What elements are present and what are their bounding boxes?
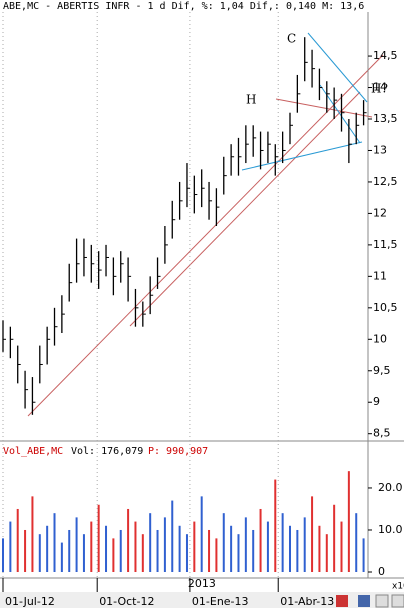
volume-bar bbox=[163, 517, 166, 572]
volume-bar bbox=[141, 534, 144, 572]
toolbar-icon[interactable] bbox=[375, 594, 389, 608]
trendlines bbox=[27, 32, 384, 417]
volume-bar bbox=[318, 525, 321, 572]
volume-bar bbox=[97, 504, 100, 572]
volume-bar bbox=[244, 517, 247, 572]
y-tick-label: 10.0 bbox=[378, 523, 403, 536]
y-tick-label: 11,5 bbox=[373, 238, 398, 251]
volume-bar bbox=[185, 534, 188, 572]
y-tick-label: 20.0 bbox=[378, 481, 403, 494]
volume-p: P: 990,907 bbox=[148, 446, 208, 457]
y-tick-label: 11 bbox=[373, 269, 387, 282]
toolbar-icon[interactable] bbox=[358, 595, 370, 607]
x-tick-label: 01-Oct-12 bbox=[99, 595, 154, 608]
y-tick-label: 10,5 bbox=[373, 301, 398, 314]
toolbar-icon[interactable] bbox=[336, 595, 348, 607]
volume-bar bbox=[90, 521, 93, 572]
volume-bar bbox=[60, 542, 63, 572]
volume-bar bbox=[9, 521, 12, 572]
annotation: H bbox=[246, 93, 256, 107]
volume-bar bbox=[31, 496, 34, 572]
volume-bar bbox=[340, 521, 343, 572]
volume-bar bbox=[112, 538, 115, 572]
toolbar-icon[interactable] bbox=[391, 594, 404, 608]
volume-bar bbox=[208, 529, 211, 572]
volume-bar bbox=[127, 508, 130, 572]
volume-title: Vol_ABE,MC bbox=[3, 446, 63, 457]
volume-unit: x10 bbox=[392, 582, 404, 592]
volume-bar bbox=[362, 538, 365, 572]
y-tick-label: 12 bbox=[373, 206, 387, 219]
y-tick-label: 13 bbox=[373, 143, 387, 156]
volume-bar bbox=[215, 538, 218, 572]
volume-bar bbox=[82, 534, 85, 572]
volume-bar bbox=[178, 525, 181, 572]
volume-bar bbox=[171, 500, 174, 572]
volume-bar bbox=[259, 508, 262, 572]
x-tick-label: 01-Ene-13 bbox=[192, 595, 249, 608]
volume-bar bbox=[230, 525, 233, 572]
y-tick-label: 0 bbox=[378, 565, 385, 578]
volume-bar bbox=[237, 534, 240, 572]
volume-bar bbox=[355, 513, 358, 572]
volume-bar bbox=[325, 534, 328, 572]
year-label: 2013 bbox=[188, 577, 216, 590]
volume-bar bbox=[16, 508, 19, 572]
y-tick-label: 14,5 bbox=[373, 49, 398, 62]
volume-bar bbox=[303, 517, 306, 572]
trendline bbox=[307, 32, 368, 103]
y-tick-label: 8,5 bbox=[373, 427, 391, 440]
y-tick-label: 9 bbox=[373, 395, 380, 408]
volume-bar bbox=[274, 479, 277, 572]
volume-bar bbox=[266, 521, 269, 572]
trendline bbox=[27, 54, 384, 417]
volume-bar bbox=[46, 525, 49, 572]
volume-bar bbox=[156, 529, 159, 572]
volume-bar bbox=[311, 496, 314, 572]
volume-bar bbox=[119, 529, 122, 572]
volume-bar bbox=[296, 529, 299, 572]
volume-bar bbox=[68, 529, 71, 572]
toolbar bbox=[0, 592, 404, 608]
annotation: C bbox=[287, 32, 296, 46]
y-tick-label: 10 bbox=[373, 332, 387, 345]
annotation: H? bbox=[371, 82, 388, 96]
volume-bar bbox=[288, 525, 291, 572]
volume-bar bbox=[281, 513, 284, 572]
volume-bar bbox=[333, 504, 336, 572]
y-tick-label: 12,5 bbox=[373, 175, 398, 188]
volume-bar bbox=[193, 521, 196, 572]
volume-bar bbox=[24, 529, 27, 572]
chart-title: ABE,MC - ABERTIS INFR - 1 d Dif, %: 1,04… bbox=[3, 1, 364, 12]
volume-bar bbox=[105, 525, 108, 572]
volume-bar bbox=[222, 513, 225, 572]
volume-bar bbox=[200, 496, 203, 572]
y-tick-label: 9,5 bbox=[373, 364, 391, 377]
volume-bar bbox=[252, 529, 255, 572]
y-tick-label: 14 bbox=[373, 81, 387, 94]
volume-value: Vol: 176,079 bbox=[71, 446, 143, 457]
volume-bar bbox=[2, 538, 4, 572]
volume-bar bbox=[53, 513, 56, 572]
volume-bar bbox=[347, 471, 350, 572]
x-tick-label: 01-Abr-13 bbox=[280, 595, 334, 608]
trendline bbox=[129, 91, 361, 327]
volume-bar bbox=[149, 513, 152, 572]
y-tick-label: 13,5 bbox=[373, 112, 398, 125]
volume-bar bbox=[75, 517, 78, 572]
volume-bar bbox=[134, 521, 137, 572]
trendline bbox=[241, 141, 363, 171]
volume-bar bbox=[38, 534, 41, 572]
x-tick-label: 01-Jul-12 bbox=[5, 595, 55, 608]
